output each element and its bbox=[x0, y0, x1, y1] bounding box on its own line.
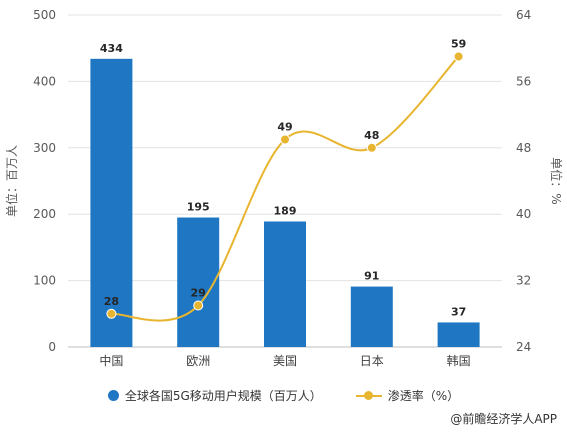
y-left-axis-title: 单位：百万人 bbox=[4, 145, 19, 217]
line-value-label: 29 bbox=[191, 287, 206, 300]
legend-item-users: 全球各国5G移动用户规模（百万人） bbox=[107, 387, 322, 404]
left-tick-label: 400 bbox=[33, 74, 56, 88]
line-point bbox=[366, 142, 377, 153]
bar bbox=[264, 221, 306, 347]
legend-item-penetration: 渗透率（%） bbox=[355, 387, 460, 404]
bar bbox=[90, 58, 133, 347]
right-tick-label: 32 bbox=[516, 274, 531, 288]
bar-value-label: 37 bbox=[451, 305, 466, 318]
right-tick-label: 40 bbox=[516, 207, 531, 221]
bar-value-label: 91 bbox=[364, 270, 379, 283]
left-tick-label: 100 bbox=[33, 274, 56, 288]
bar-value-label: 434 bbox=[100, 42, 123, 55]
left-tick-label: 300 bbox=[33, 141, 56, 155]
legend-label-penetration: 渗透率（%） bbox=[387, 388, 460, 403]
right-tick-label: 48 bbox=[516, 141, 531, 155]
line-point bbox=[453, 51, 464, 62]
right-tick-label: 64 bbox=[516, 8, 531, 22]
legend: 全球各国5G移动用户规模（百万人） 渗透率（%） bbox=[0, 386, 567, 404]
category-axis-ticks: 中国 欧洲 美国 日本 韩国 bbox=[99, 353, 470, 368]
y-right-axis-title: 单位：% bbox=[549, 157, 564, 204]
line-data-labels: 28 29 49 48 59 bbox=[104, 38, 467, 308]
left-tick-label: 500 bbox=[33, 8, 56, 22]
category-tick-label: 韩国 bbox=[447, 353, 471, 368]
bar-value-label: 189 bbox=[274, 205, 297, 218]
line-point bbox=[193, 300, 204, 311]
line-point bbox=[106, 308, 117, 319]
line-series bbox=[106, 51, 464, 322]
bar bbox=[177, 217, 220, 347]
line-point bbox=[280, 134, 290, 145]
left-tick-label: 200 bbox=[33, 207, 56, 221]
legend-bar-icon bbox=[107, 389, 119, 401]
line-value-label: 28 bbox=[104, 295, 119, 308]
legend-line-icon bbox=[355, 390, 382, 401]
source-credit: @前瞻经济学人APP bbox=[450, 412, 557, 426]
category-tick-label: 日本 bbox=[360, 354, 384, 368]
right-axis-ticks: 24 32 40 48 56 64 bbox=[516, 8, 531, 354]
line-value-label: 59 bbox=[451, 38, 466, 51]
grid-lines bbox=[68, 14, 502, 348]
legend-label-users: 全球各国5G移动用户规模（百万人） bbox=[124, 388, 322, 403]
category-tick-label: 中国 bbox=[99, 353, 123, 368]
category-tick-label: 美国 bbox=[273, 354, 297, 368]
left-tick-label: 0 bbox=[48, 340, 56, 354]
left-axis-ticks: 0 100 200 300 400 500 bbox=[33, 8, 56, 354]
category-tick-label: 欧洲 bbox=[186, 354, 210, 368]
right-tick-label: 56 bbox=[516, 74, 531, 88]
bar-series bbox=[90, 58, 480, 347]
bar-data-labels: 434 195 189 91 37 bbox=[100, 42, 466, 319]
bar bbox=[437, 322, 480, 347]
line-value-label: 48 bbox=[364, 129, 379, 142]
bar bbox=[350, 286, 393, 347]
bar-value-label: 195 bbox=[187, 201, 210, 214]
right-tick-label: 24 bbox=[516, 340, 531, 354]
line-value-label: 49 bbox=[277, 121, 292, 134]
